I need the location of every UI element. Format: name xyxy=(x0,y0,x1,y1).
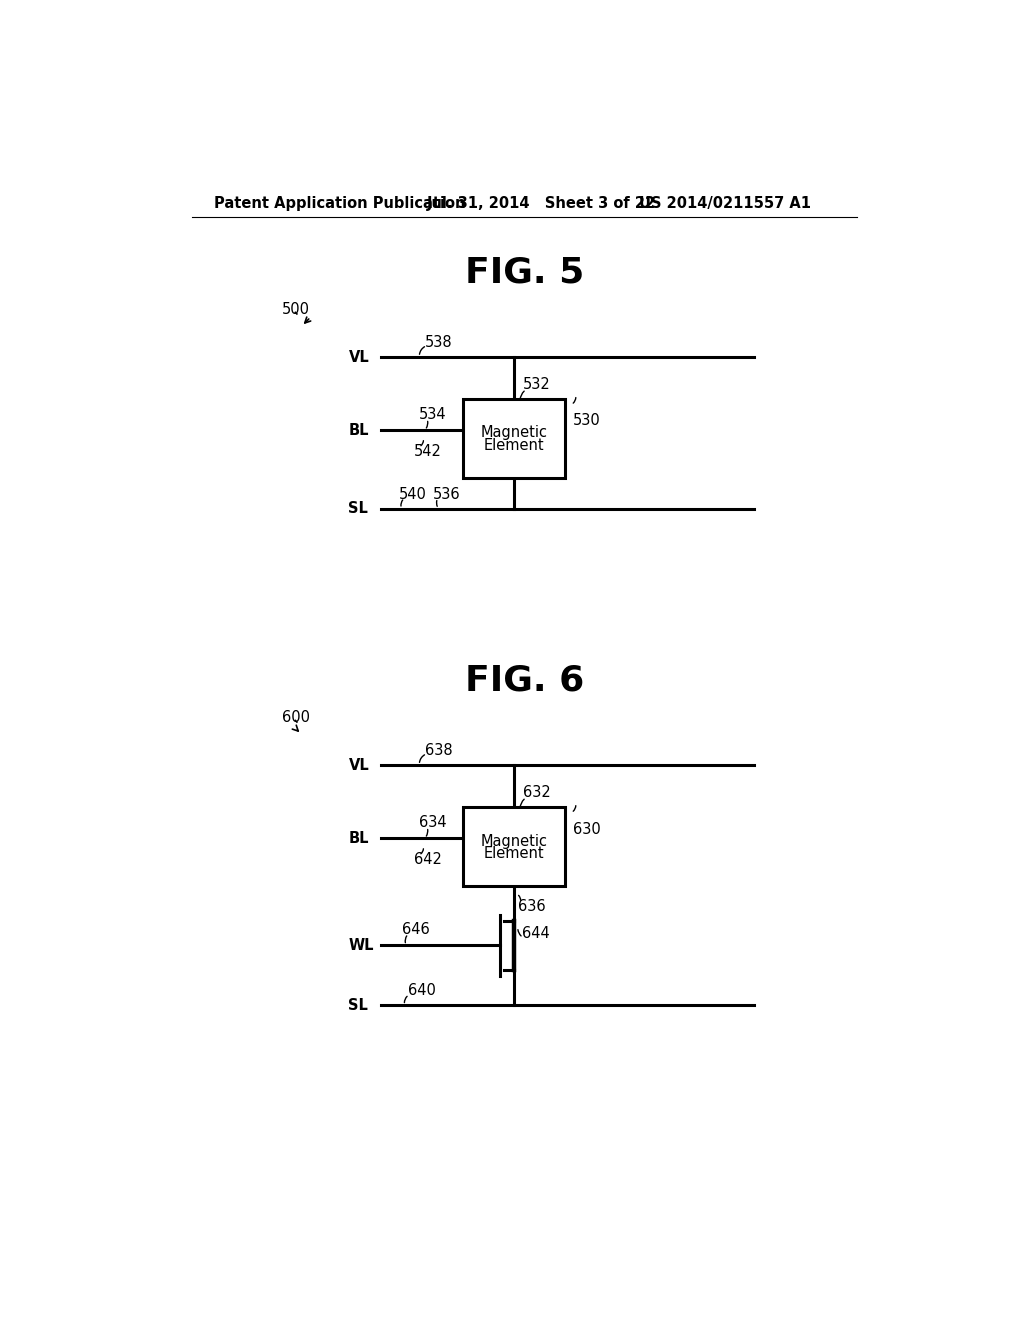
Text: 646: 646 xyxy=(401,923,429,937)
Text: Element: Element xyxy=(483,438,545,453)
Text: 630: 630 xyxy=(573,821,601,837)
Text: 636: 636 xyxy=(518,899,546,913)
Text: 632: 632 xyxy=(523,785,551,800)
Text: 500: 500 xyxy=(283,302,310,317)
Text: VL: VL xyxy=(348,758,370,772)
Text: 634: 634 xyxy=(419,816,446,830)
Text: 536: 536 xyxy=(432,487,460,502)
Text: 542: 542 xyxy=(414,445,441,459)
Text: 530: 530 xyxy=(573,413,601,429)
Text: VL: VL xyxy=(348,350,370,364)
Text: WL: WL xyxy=(348,937,374,953)
Text: FIG. 5: FIG. 5 xyxy=(465,255,585,289)
Text: 540: 540 xyxy=(398,487,426,502)
Text: 532: 532 xyxy=(523,378,551,392)
Text: 538: 538 xyxy=(425,335,453,350)
Text: Magnetic: Magnetic xyxy=(480,833,548,849)
Text: 638: 638 xyxy=(425,743,453,758)
Text: US 2014/0211557 A1: US 2014/0211557 A1 xyxy=(639,195,811,211)
Text: Magnetic: Magnetic xyxy=(480,425,548,441)
Bar xyxy=(463,399,565,478)
Text: 600: 600 xyxy=(283,710,310,725)
Text: Jul. 31, 2014   Sheet 3 of 22: Jul. 31, 2014 Sheet 3 of 22 xyxy=(427,195,656,211)
Text: SL: SL xyxy=(348,502,369,516)
Text: 644: 644 xyxy=(521,927,550,941)
Text: Element: Element xyxy=(483,846,545,861)
Text: BL: BL xyxy=(348,830,369,846)
Text: FIG. 6: FIG. 6 xyxy=(465,664,585,697)
Text: Patent Application Publication: Patent Application Publication xyxy=(214,195,465,211)
Text: 642: 642 xyxy=(414,853,441,867)
Bar xyxy=(463,807,565,886)
Text: BL: BL xyxy=(348,422,369,438)
Text: 534: 534 xyxy=(419,408,446,422)
Text: 640: 640 xyxy=(408,983,435,998)
Text: SL: SL xyxy=(348,998,369,1012)
